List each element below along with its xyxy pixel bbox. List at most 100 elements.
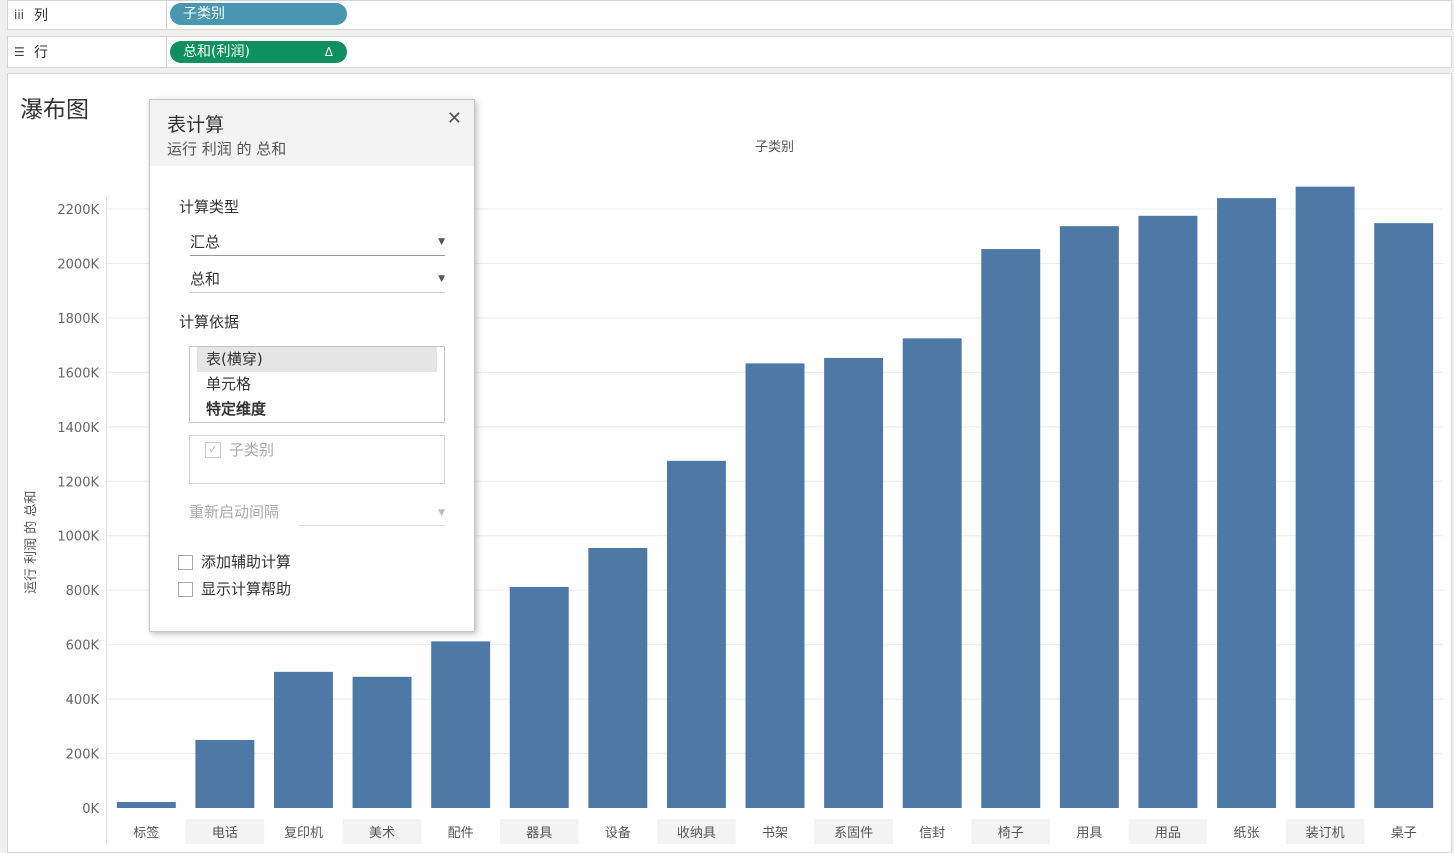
bar[interactable] bbox=[509, 586, 569, 808]
bar[interactable] bbox=[1059, 226, 1119, 808]
bar[interactable] bbox=[1138, 215, 1198, 808]
category-label: 信封 bbox=[919, 826, 945, 841]
chevron-down-icon: ▼ bbox=[438, 274, 445, 284]
bar[interactable] bbox=[431, 641, 491, 808]
viz-title: 瀑布图 bbox=[20, 97, 89, 123]
category-band bbox=[499, 819, 579, 844]
category-label: 复印机 bbox=[284, 826, 323, 841]
category-label: 书架 bbox=[762, 826, 788, 841]
category-band bbox=[1128, 819, 1208, 844]
y-tick-label: 600K bbox=[66, 639, 100, 654]
y-tick-label: 1000K bbox=[57, 530, 99, 545]
y-tick-label: 1200K bbox=[57, 475, 99, 490]
category-band bbox=[185, 819, 265, 844]
dimension-list: ✓ 子类别 bbox=[189, 435, 445, 484]
close-icon[interactable]: ✕ bbox=[446, 108, 462, 129]
y-tick-label: 400K bbox=[66, 693, 100, 708]
category-label: 电话 bbox=[212, 826, 238, 841]
bar[interactable] bbox=[116, 802, 176, 808]
rows-icon: ☰ bbox=[14, 45, 25, 59]
option-cell[interactable]: 单元格 bbox=[206, 375, 252, 393]
category-band bbox=[971, 819, 1051, 844]
y-tick-label: 2000K bbox=[57, 257, 99, 272]
category-label: 椅子 bbox=[998, 826, 1024, 841]
chevron-down-icon: ▼ bbox=[438, 237, 445, 247]
bar[interactable] bbox=[274, 671, 333, 808]
category-label: 配件 bbox=[448, 826, 474, 841]
bar[interactable] bbox=[588, 547, 648, 808]
category-label: 系固件 bbox=[834, 826, 873, 841]
rows-pill-profit-sum[interactable]: 总和(利润) Δ bbox=[170, 41, 347, 63]
rows-shelf-label: ☰ 行 bbox=[8, 37, 167, 67]
dimension-label: 子类别 bbox=[229, 441, 275, 459]
category-label: 器具 bbox=[526, 826, 552, 841]
y-tick-label: 1800K bbox=[57, 312, 99, 327]
bar[interactable] bbox=[195, 739, 255, 808]
calc-type-value: 汇总 bbox=[190, 233, 221, 251]
rows-pill-text: 总和(利润) bbox=[183, 44, 250, 60]
aggregation-select[interactable]: 总和 ▼ bbox=[190, 266, 445, 293]
compute-using-label: 计算依据 bbox=[179, 313, 240, 331]
dialog-subtitle: 运行 利润 的 总和 bbox=[167, 140, 287, 158]
rows-shelf: ☰ 行 总和(利润) Δ bbox=[7, 36, 1452, 68]
show-help-label: 显示计算帮助 bbox=[201, 580, 292, 598]
columns-shelf-label: iii 列 bbox=[8, 1, 167, 29]
option-table-across[interactable]: 表(横穿) bbox=[197, 347, 437, 372]
show-help-row[interactable]: 显示计算帮助 bbox=[178, 578, 291, 599]
y-tick-label: 1600K bbox=[57, 366, 99, 381]
column-header: 子类别 bbox=[754, 140, 794, 155]
option-specific-dimensions[interactable]: 特定维度 bbox=[206, 400, 267, 418]
columns-label-text: 列 bbox=[34, 8, 48, 24]
y-tick-label: 800K bbox=[66, 584, 100, 599]
rows-label-text: 行 bbox=[34, 45, 48, 61]
dimension-checkbox[interactable]: ✓ bbox=[205, 442, 221, 458]
category-label: 标签 bbox=[133, 825, 159, 841]
chevron-down-icon: ▼ bbox=[438, 508, 445, 518]
y-tick-label: 200K bbox=[66, 748, 100, 763]
bar[interactable] bbox=[1295, 186, 1355, 808]
y-tick-label: 0K bbox=[82, 802, 99, 817]
category-label: 美术 bbox=[369, 826, 395, 841]
category-label: 用具 bbox=[1076, 826, 1102, 841]
category-label: 装订机 bbox=[1306, 826, 1345, 841]
columns-pill-subcategory[interactable]: 子类别 bbox=[170, 3, 347, 25]
category-label: 纸张 bbox=[1234, 826, 1260, 841]
columns-shelf: iii 列 子类别 bbox=[7, 0, 1452, 30]
aggregation-value: 总和 bbox=[190, 270, 221, 288]
columns-icon: iii bbox=[14, 8, 25, 22]
compute-using-list: 表(横穿) 单元格 特定维度 bbox=[189, 346, 445, 423]
viz-pane: 瀑布图 子类别 运行 利润 的 总和 0K 200K 400K 600K 800K 100… bbox=[7, 73, 1452, 853]
category-label: 收纳具 bbox=[677, 826, 716, 841]
dialog-header: 表计算 运行 利润 的 总和 ✕ bbox=[150, 100, 474, 166]
table-calc-delta-icon: Δ bbox=[324, 45, 333, 59]
category-band bbox=[342, 819, 422, 844]
y-tick-label: 2200K bbox=[57, 203, 99, 218]
category-label: 设备 bbox=[605, 825, 631, 841]
bar[interactable] bbox=[666, 460, 726, 808]
calc-type-select[interactable]: 汇总 ▼ bbox=[190, 229, 445, 256]
restart-every-select[interactable]: ▼ bbox=[298, 501, 445, 526]
add-secondary-checkbox[interactable] bbox=[178, 555, 193, 570]
category-band bbox=[814, 819, 893, 844]
bar[interactable] bbox=[824, 357, 884, 808]
category-label: 桌子 bbox=[1391, 826, 1417, 841]
category-band bbox=[657, 819, 736, 844]
bar-chart[interactable]: 0K 200K 400K 600K 800K 1000K 1200K 1400K 1600K 18… bbox=[8, 74, 1451, 852]
add-secondary-label: 添加辅助计算 bbox=[201, 553, 292, 571]
bar[interactable] bbox=[352, 676, 412, 808]
dialog-title: 表计算 bbox=[167, 114, 225, 136]
table-calc-dialog: 表计算 运行 利润 的 总和 ✕ 计算类型 汇总 ▼ 总和 ▼ 计算依据 表(横… bbox=[149, 99, 475, 632]
bar[interactable] bbox=[1217, 198, 1276, 808]
bar[interactable] bbox=[902, 338, 962, 808]
show-help-checkbox[interactable] bbox=[178, 582, 193, 597]
calc-type-label: 计算类型 bbox=[179, 198, 240, 216]
bar[interactable] bbox=[981, 249, 1041, 808]
bar[interactable] bbox=[745, 363, 805, 808]
category-label: 用品 bbox=[1155, 826, 1181, 841]
y-tick-label: 1400K bbox=[57, 421, 99, 436]
columns-pill-text: 子类别 bbox=[183, 6, 225, 22]
restart-every-label: 重新启动间隔 bbox=[189, 503, 280, 521]
add-secondary-calc-row[interactable]: 添加辅助计算 bbox=[178, 551, 291, 572]
bar[interactable] bbox=[1374, 223, 1434, 808]
category-band bbox=[1285, 819, 1365, 844]
